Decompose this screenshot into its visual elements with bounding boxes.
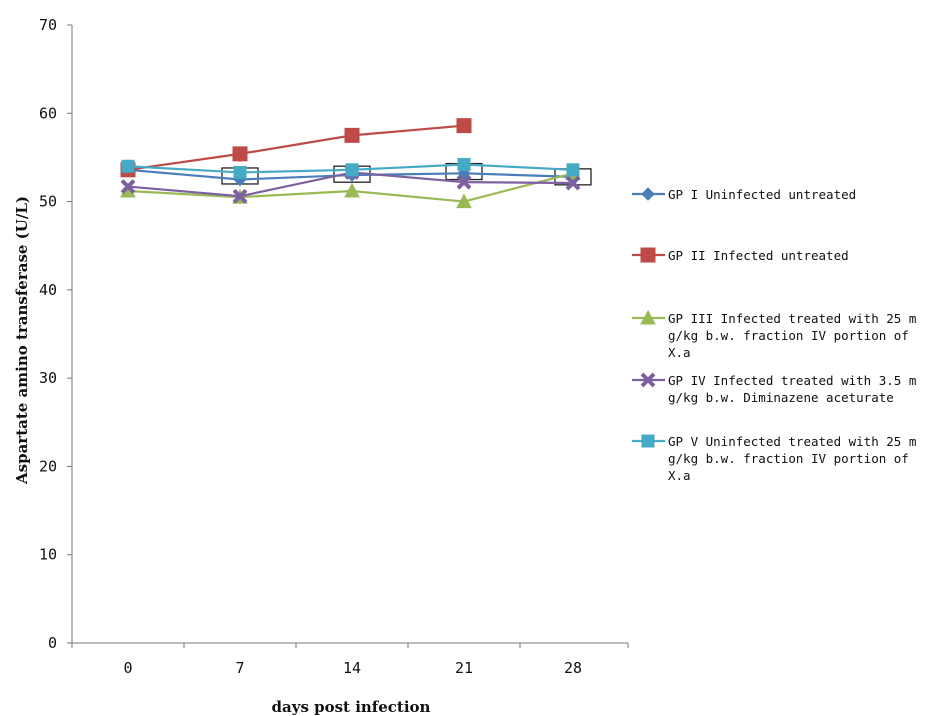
x-marker-stroke [456, 174, 472, 190]
data-point [566, 163, 580, 177]
legend-entry-2: GP II Infected untreated [632, 247, 849, 263]
legend: GP I Uninfected untreated GP II Infected … [632, 187, 916, 483]
star-square-cross [235, 167, 245, 177]
legend-entry-1: GP I Uninfected untreated [632, 187, 856, 202]
x-marker-stroke [232, 188, 248, 204]
diamond-marker [641, 187, 655, 201]
axes [67, 24, 629, 648]
legend-label: GP V Uninfected treated with 25 m [668, 434, 916, 449]
legend-swatch-marker [640, 309, 656, 325]
x-marker-stroke [120, 179, 136, 194]
square-marker [232, 146, 248, 162]
square-marker [344, 127, 360, 143]
x-marker-stroke [565, 175, 581, 191]
legend-label: g/kg b.w. fraction IV portion of [668, 451, 909, 466]
star-square-cross [347, 165, 357, 175]
legend-label: g/kg b.w. Diminazene aceturate [668, 390, 894, 405]
series-line [127, 124, 465, 171]
square-marker [640, 247, 656, 263]
triangle-marker [344, 182, 360, 198]
legend-label: X.a [668, 468, 691, 483]
legend-entry-4: GP IV Infected treated with 3.5 m g/kg b.… [632, 372, 916, 405]
y-axis-title: Aspartate amino transferase (U/L) [13, 196, 31, 485]
legend-entry-5: GP V Uninfected treated with 25 m g/kg b.… [632, 434, 916, 483]
legend-swatch-marker [641, 187, 655, 201]
legend-label: g/kg b.w. fraction IV portion of [668, 328, 909, 343]
legend-swatch-marker [641, 434, 655, 448]
data-point [344, 182, 360, 198]
data-point [345, 163, 359, 177]
legend-entry-3: GP III Infected treated with 25 m g/kg b.… [632, 309, 916, 360]
x-axis-title: days post infection [272, 698, 431, 716]
x-tick-label: 21 [455, 659, 473, 677]
star-square-cross [568, 165, 578, 175]
data-point [344, 127, 360, 143]
data-point [233, 165, 247, 179]
y-tick-label: 0 [48, 634, 57, 652]
y-tick-label: 10 [39, 546, 57, 564]
data-point [457, 157, 471, 171]
legend-label: GP I Uninfected untreated [668, 187, 856, 202]
star-square-cross [643, 436, 653, 446]
star-square-cross [123, 161, 133, 171]
x-tick-label: 0 [123, 659, 132, 677]
series-5 [121, 157, 580, 179]
triangle-marker [640, 309, 656, 325]
legend-swatch-marker [640, 372, 656, 388]
data-point [232, 146, 248, 162]
y-tick-label: 30 [39, 369, 57, 387]
y-tick-label: 70 [39, 16, 57, 34]
legend-label: GP II Infected untreated [668, 248, 849, 263]
data-point [232, 188, 248, 204]
x-tick-label: 7 [235, 659, 244, 677]
y-tick-label: 40 [39, 281, 57, 299]
triangle-marker [456, 193, 472, 209]
x-tick-label: 28 [564, 659, 582, 677]
legend-swatch-marker [640, 247, 656, 263]
series-lines [120, 118, 581, 209]
series-2 [120, 118, 472, 178]
legend-label: X.a [668, 345, 691, 360]
data-point [456, 174, 472, 190]
data-point [565, 175, 581, 191]
tick-labels: 0 10 20 30 40 50 60 70 0 7 14 21 28 [39, 16, 582, 677]
data-point [121, 159, 135, 173]
legend-label: GP III Infected treated with 25 m [668, 311, 916, 326]
y-tick-label: 50 [39, 193, 57, 211]
y-tick-label: 20 [39, 457, 57, 475]
legend-label: GP IV Infected treated with 3.5 m [668, 373, 916, 388]
x-marker-stroke [640, 372, 656, 388]
data-point [120, 179, 136, 194]
star-square-cross [459, 159, 469, 170]
x-tick-label: 14 [343, 659, 361, 677]
y-tick-label: 60 [39, 104, 57, 122]
data-point [456, 193, 472, 209]
data-point [456, 118, 472, 134]
square-marker [456, 118, 472, 134]
